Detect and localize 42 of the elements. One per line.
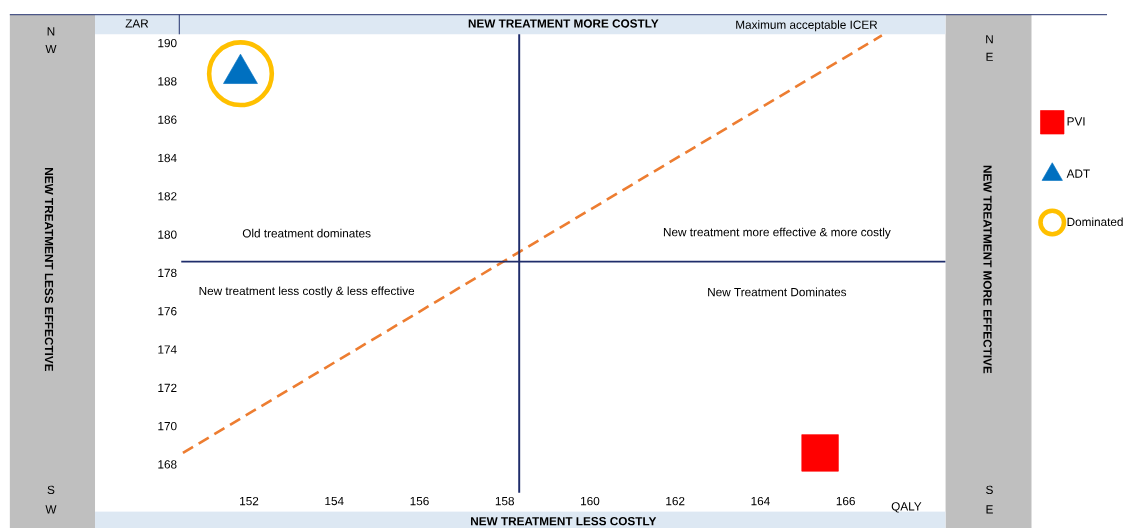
text: E	[986, 505, 993, 514]
text: NEW TREATMENT LESS COSTLY	[471, 516, 657, 526]
text: NEW TREATMENT LESS EFFECTIVE	[44, 168, 54, 372]
x-tick-label: 160	[581, 496, 600, 506]
x-tick-label: 162	[666, 496, 685, 506]
legend-label: PVI	[1067, 117, 1085, 126]
y-axis-title: ZAR	[125, 19, 149, 28]
y-tick-label: 186	[158, 115, 177, 124]
legend-label: ADT	[1066, 169, 1090, 178]
y-tick-label: 188	[158, 77, 177, 86]
x-tick-label: 154	[325, 496, 344, 506]
text: W	[45, 44, 57, 54]
x-tick-label: 166	[836, 496, 855, 506]
text: N	[986, 35, 993, 44]
x-axis-title: QALY	[891, 502, 922, 513]
x-tick-label: 156	[410, 496, 429, 506]
y-tick-label: 182	[158, 192, 177, 201]
text: W	[45, 505, 57, 514]
series-label: Maximum acceptable ICER	[736, 20, 878, 32]
text: NEW TREATMENT MORE COSTLY	[468, 19, 659, 28]
x-tick-label: 164	[751, 496, 770, 506]
text: E	[986, 52, 993, 61]
text: NEW TREATMENT MORE EFFECTIVE	[983, 165, 992, 374]
text: S	[986, 485, 993, 494]
x-tick-label: 158	[495, 496, 514, 506]
y-tick-label: 174	[158, 345, 177, 354]
annotation: New treatment more effective & more costly	[663, 227, 891, 239]
annotation: Old treatment dominates	[242, 228, 371, 238]
x-tick-label: 152	[240, 496, 259, 506]
annotation: New treatment less costly & less effective	[199, 286, 415, 298]
y-tick-label: 170	[158, 421, 177, 431]
annotation: New Treatment Dominates	[708, 287, 847, 297]
text: S	[47, 485, 55, 494]
y-tick-label: 172	[158, 383, 177, 392]
y-tick-label: 184	[158, 153, 177, 163]
y-tick-label: 180	[158, 230, 177, 239]
legend-label: Dominated	[1067, 217, 1123, 227]
y-tick-label: 190	[158, 38, 177, 48]
y-tick-label: 176	[158, 307, 177, 316]
text: N	[47, 27, 55, 36]
y-tick-label: 178	[158, 268, 177, 278]
y-tick-label: 168	[158, 460, 177, 469]
